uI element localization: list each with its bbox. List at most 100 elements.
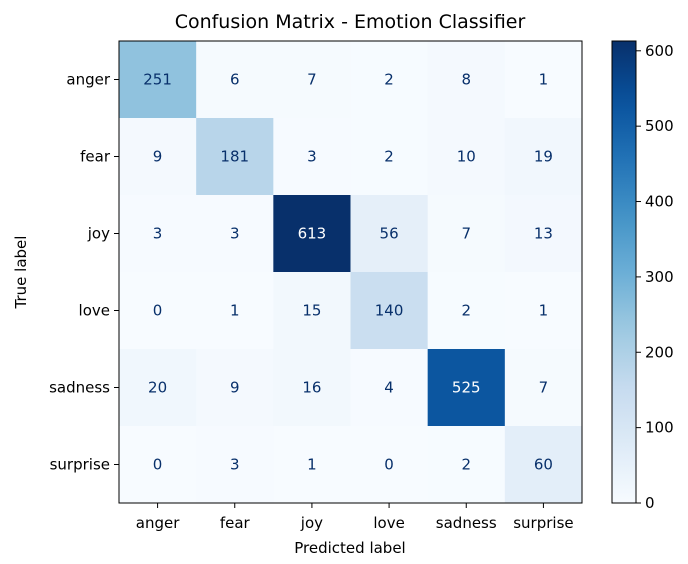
heatmap-cell: [504, 349, 583, 427]
heatmap-cell: [427, 118, 506, 196]
colorbar-tick-label: 300: [645, 268, 674, 286]
y-tick-label: surprise: [50, 456, 110, 474]
y-tick-label: anger: [66, 71, 110, 89]
heatmap-cell: [427, 349, 506, 427]
colorbar-tick-label: 200: [645, 343, 674, 361]
heatmap-cell: [273, 118, 351, 196]
heatmap-cell: [119, 195, 197, 273]
cell-value-label: 6: [230, 71, 240, 89]
y-tick-label: joy: [87, 225, 110, 243]
x-axis-ticks: anger fear joy love sadness surprise: [136, 503, 574, 532]
cell-value-label: 3: [230, 456, 240, 474]
heatmap-cell: [350, 426, 429, 504]
cell-value-label: 3: [307, 148, 317, 166]
x-tick-label: anger: [136, 514, 180, 532]
cell-value-label: 16: [302, 379, 321, 397]
cell-value-label: 1: [230, 302, 240, 320]
cell-value-label: 7: [307, 71, 317, 89]
cell-value-label: 7: [461, 225, 471, 243]
heatmap-cell: [504, 272, 583, 350]
y-tick-label: love: [79, 302, 110, 320]
heatmap-cell: [273, 349, 351, 427]
cell-value-label: 2: [461, 456, 471, 474]
colorbar-gradient: [611, 40, 637, 504]
axes-frame: [118, 40, 583, 504]
heatmap-cell: [273, 195, 351, 273]
cell-value-label: 15: [302, 302, 321, 320]
heatmap-cell-labels: 251 6 7 2 8 19 181 3 2 10 193 3 613 56 7 130 1 15 140 2 120 9…: [143, 71, 553, 474]
cell-value-label: 0: [153, 302, 163, 320]
chart-title: Confusion Matrix - Emotion Classifier: [175, 11, 526, 33]
cell-value-label: 9: [153, 148, 163, 166]
y-axis-ticks: anger fear joy love sadness surprise: [49, 71, 119, 474]
cell-value-label: 140: [375, 302, 404, 320]
heatmap-cell: [504, 118, 583, 196]
x-tick-label: joy: [300, 514, 323, 532]
colorbar-tick-label: 100: [645, 419, 674, 437]
heatmap-cell: [504, 41, 583, 119]
cell-value-label: 3: [230, 225, 240, 243]
heatmap-cell: [119, 41, 197, 119]
heatmap-cell: [350, 118, 429, 196]
heatmap-cell: [350, 349, 429, 427]
heatmap-cell: [119, 349, 197, 427]
heatmap-cell: [427, 41, 506, 119]
cell-value-label: 525: [452, 379, 481, 397]
cell-value-label: 20: [148, 379, 167, 397]
cell-value-label: 4: [384, 379, 394, 397]
heatmap-cell: [196, 195, 274, 273]
cell-value-label: 251: [143, 71, 172, 89]
heatmap-cell: [350, 272, 429, 350]
x-tick-label: love: [373, 514, 404, 532]
heatmap-cells: [119, 41, 583, 504]
colorbar-tick-label: 600: [645, 42, 674, 60]
heatmap-cell: [196, 426, 274, 504]
heatmap-cell: [119, 426, 197, 504]
heatmap-cell: [196, 272, 274, 350]
heatmap-cell: [427, 195, 506, 273]
heatmap-cell: [119, 118, 197, 196]
heatmap-cell: [427, 426, 506, 504]
y-axis-label: True label: [12, 236, 30, 310]
cell-value-label: 3: [153, 225, 163, 243]
y-tick-label: fear: [80, 148, 111, 166]
cell-value-label: 8: [461, 71, 471, 89]
cell-value-label: 0: [153, 456, 163, 474]
cell-value-label: 1: [307, 456, 317, 474]
heatmap-cell: [504, 195, 583, 273]
heatmap-cell: [273, 426, 351, 504]
cell-value-label: 7: [539, 379, 549, 397]
cell-value-label: 56: [380, 225, 399, 243]
heatmap-cell: [350, 41, 429, 119]
cell-value-label: 2: [461, 302, 471, 320]
heatmap-cell: [427, 272, 506, 350]
cell-value-label: 2: [384, 71, 394, 89]
cell-value-label: 0: [384, 456, 394, 474]
x-tick-label: surprise: [513, 514, 573, 532]
cell-value-label: 1: [539, 302, 549, 320]
colorbar: 0 100 200 300 400 500 600: [611, 40, 674, 512]
x-axis-label: Predicted label: [294, 539, 405, 557]
colorbar-tick-label: 400: [645, 193, 674, 211]
cell-value-label: 613: [298, 225, 327, 243]
cell-value-label: 60: [534, 456, 553, 474]
y-tick-label: sadness: [49, 379, 110, 397]
heatmap-cell: [196, 41, 274, 119]
cell-value-label: 1: [539, 71, 549, 89]
cell-value-label: 10: [457, 148, 476, 166]
cell-value-label: 2: [384, 148, 394, 166]
colorbar-tick-label: 500: [645, 117, 674, 135]
cell-value-label: 181: [220, 148, 249, 166]
cell-value-label: 13: [534, 225, 553, 243]
heatmap-cell: [196, 349, 274, 427]
heatmap-cell: [273, 41, 351, 119]
heatmap-cell: [196, 118, 274, 196]
heatmap-cell: [504, 426, 583, 504]
cell-value-label: 9: [230, 379, 240, 397]
heatmap-cell: [350, 195, 429, 273]
x-tick-label: fear: [220, 514, 251, 532]
heatmap-cell: [119, 272, 197, 350]
x-tick-label: sadness: [436, 514, 497, 532]
